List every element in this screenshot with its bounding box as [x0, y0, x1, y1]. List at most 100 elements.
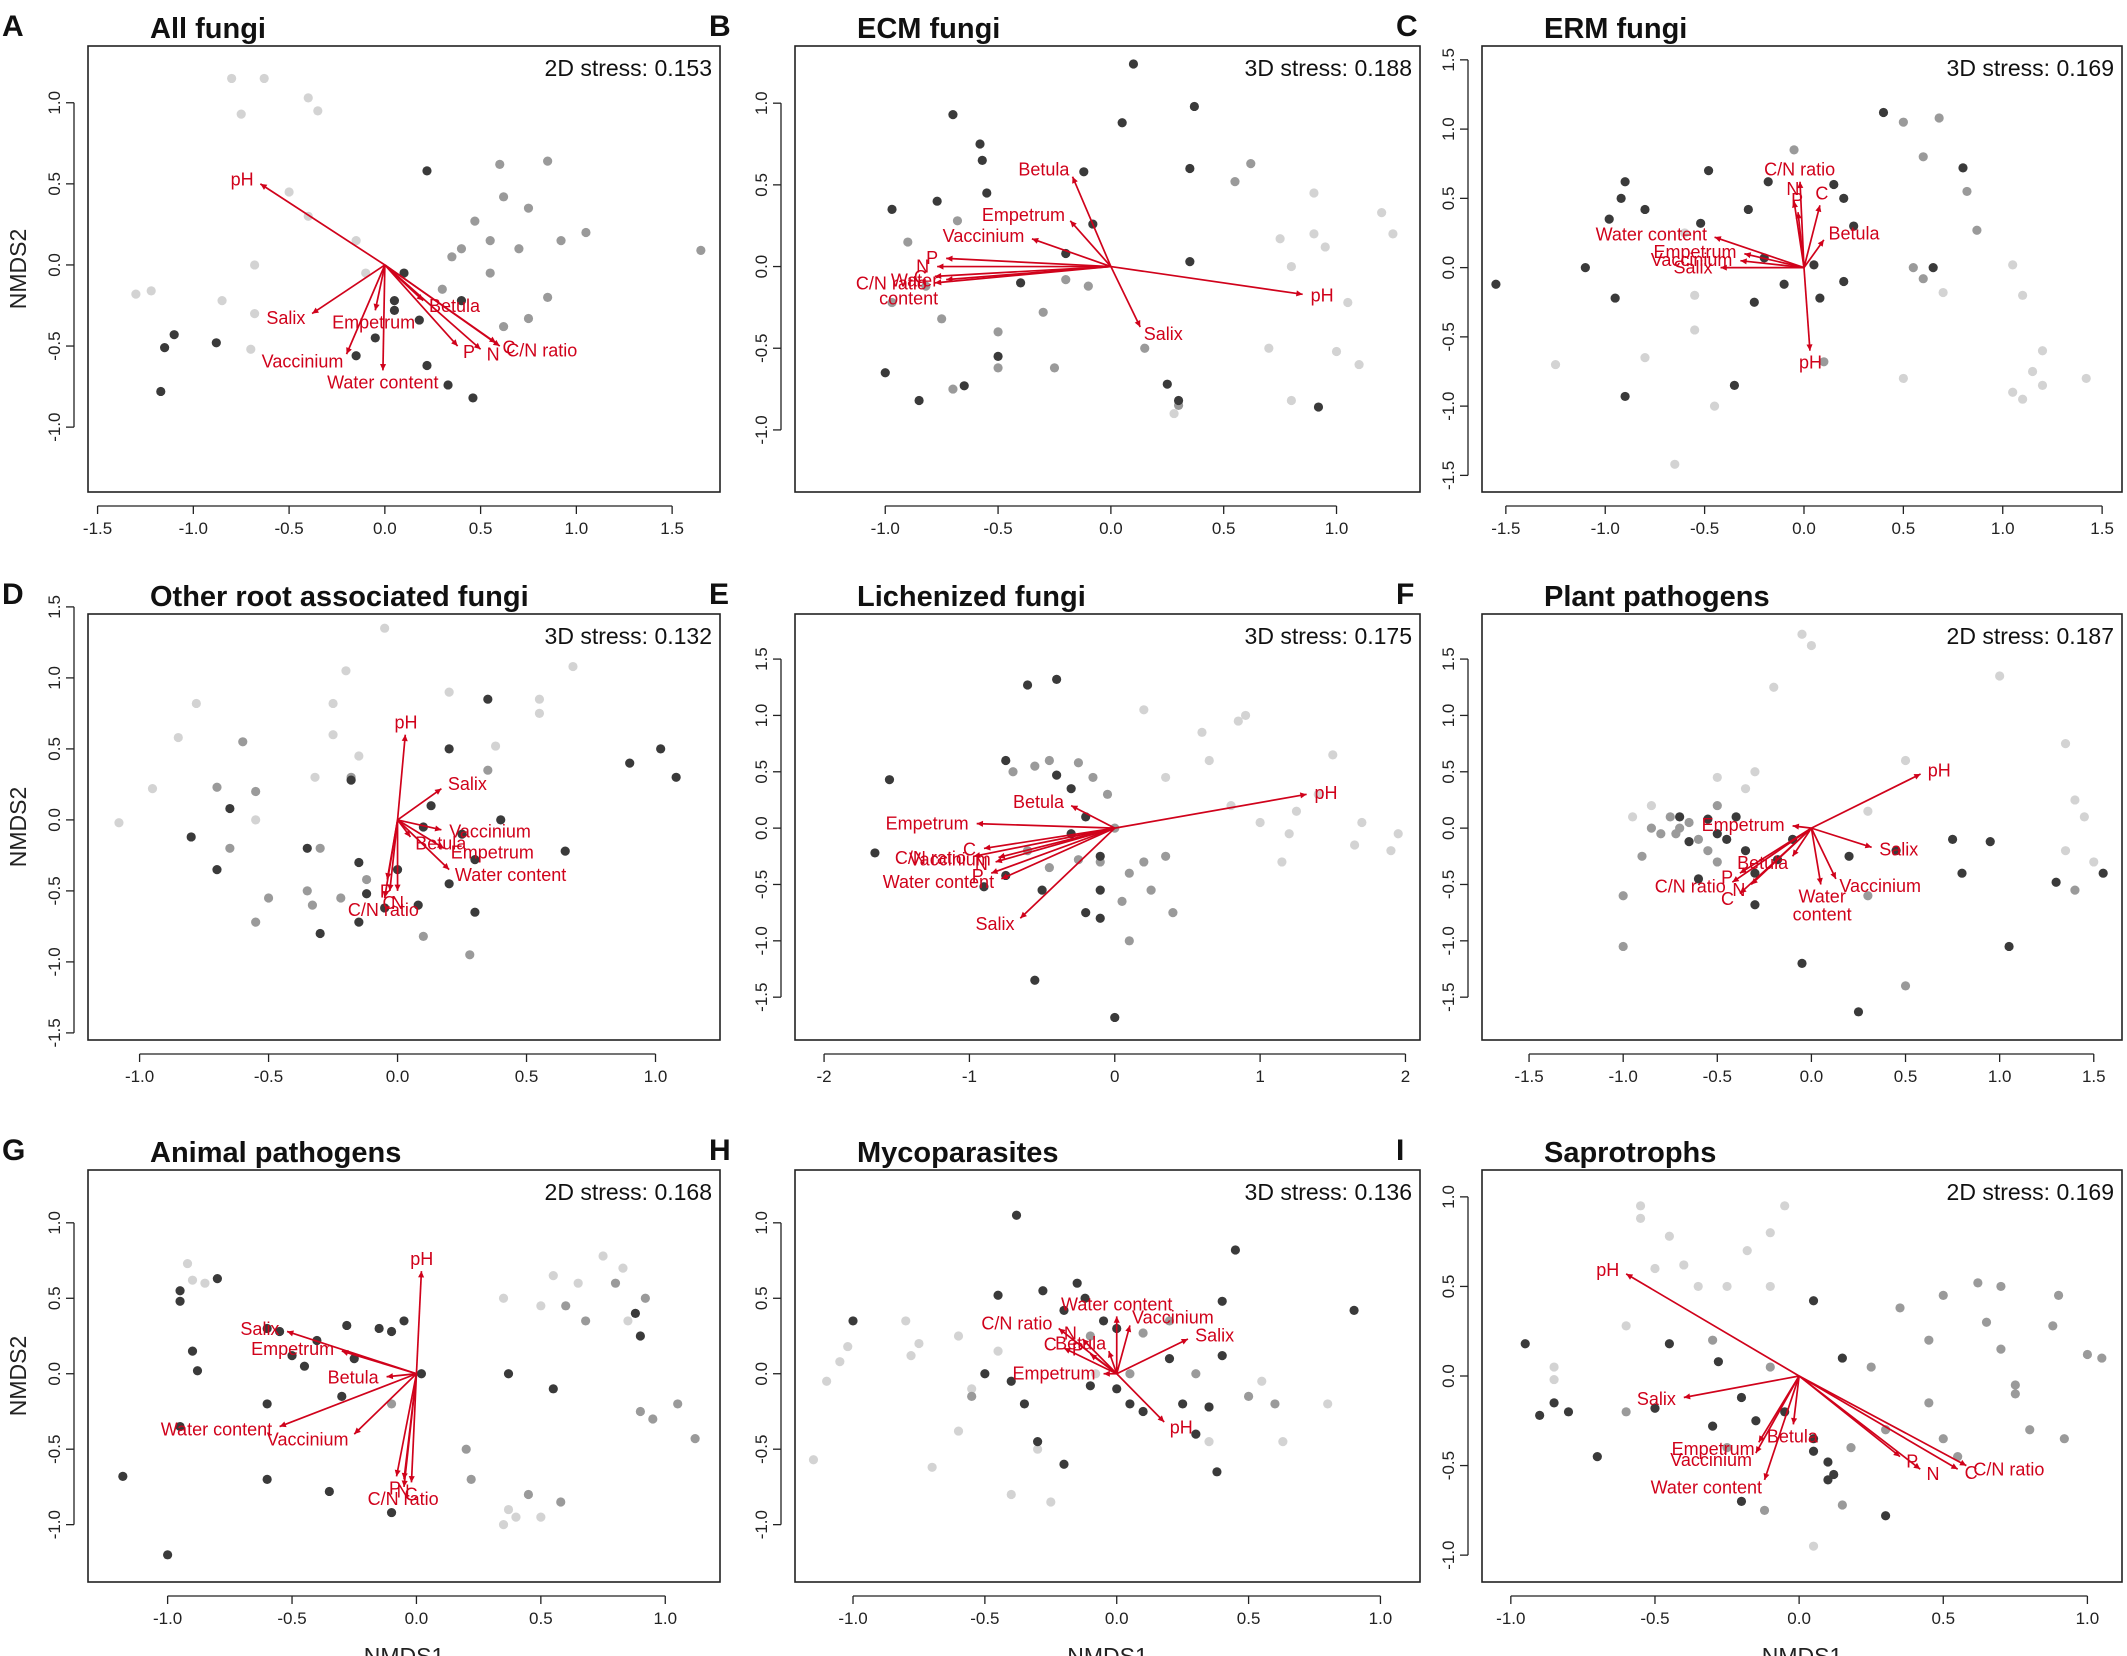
env-vector-head	[1830, 871, 1836, 879]
site-point-dark	[413, 900, 423, 910]
env-vector-head	[418, 1271, 425, 1278]
site-point-dark	[389, 305, 400, 315]
env-vector-head	[1103, 1370, 1110, 1377]
site-point-light	[993, 1346, 1003, 1356]
site-point-dark	[1580, 263, 1590, 273]
site-point-mid	[523, 203, 534, 213]
stress-label: 3D stress: 0.175	[1245, 623, 1412, 649]
site-point-mid	[470, 216, 480, 226]
env-vector-label: Water content	[327, 372, 438, 392]
site-point-mid	[2070, 885, 2080, 895]
x-tick-label: -1.0	[871, 519, 900, 538]
site-point-light	[328, 730, 338, 740]
site-point-dark	[389, 296, 400, 306]
env-vector-label-line: C/N ratio	[348, 900, 419, 920]
site-point-dark	[1729, 380, 1740, 390]
env-vector-head	[1295, 290, 1303, 297]
site-point-dark	[118, 1471, 128, 1481]
site-point-dark	[1650, 1403, 1660, 1413]
site-point-mid	[921, 281, 931, 291]
env-vector-label: Betula	[1018, 159, 1070, 179]
site-point-mid	[1618, 891, 1628, 901]
env-vector-label: pH	[1799, 353, 1822, 373]
site-point-dark	[1059, 1459, 1069, 1469]
env-vector-label-line: N	[487, 345, 500, 365]
env-vector-label: Vaccinium	[1651, 250, 1733, 270]
site-point-dark	[1349, 1305, 1359, 1315]
site-point-dark	[1080, 1293, 1090, 1303]
site-point-mid	[1139, 857, 1149, 867]
env-vector-label-line: C	[914, 267, 927, 287]
env-vector-label: N	[1786, 179, 1799, 199]
site-point-light	[511, 1512, 521, 1522]
env-vector-head	[1817, 239, 1824, 247]
env-vector-arrow	[1110, 266, 1141, 328]
site-point-light	[1033, 1444, 1043, 1454]
stress-label: 2D stress: 0.168	[545, 1179, 712, 1205]
site-point-dark	[1066, 784, 1076, 794]
site-point-dark	[884, 775, 895, 785]
site-point-mid	[952, 216, 963, 226]
site-point-dark	[1763, 177, 1773, 187]
site-point-dark	[1712, 829, 1722, 839]
site-point-light	[187, 1275, 198, 1285]
panel-d: D Other root associated fungi 3D stress: 0…	[2, 578, 721, 1086]
site-point-mid	[581, 1316, 591, 1326]
y-tick-label: -0.5	[752, 870, 771, 899]
site-point-dark	[1829, 1469, 1839, 1480]
env-vector-arrow	[396, 819, 450, 871]
env-vector-label: P	[1072, 1339, 1084, 1359]
env-vector-label: Empetrum	[1013, 1364, 1096, 1384]
site-point-dark	[1839, 193, 1849, 203]
site-point-light	[1323, 1399, 1333, 1409]
site-point-mid	[937, 314, 947, 324]
env-vector-label-line: Vaccinium	[1839, 876, 1921, 896]
site-point-dark	[1230, 1245, 1241, 1255]
site-point-dark	[635, 1331, 645, 1341]
y-tick-label: -0.5	[752, 334, 771, 363]
env-vector-head	[1134, 319, 1141, 327]
site-point-light	[1320, 242, 1330, 252]
y-tick-label: -0.5	[45, 331, 64, 360]
env-vector-label-line: Water content	[883, 872, 994, 892]
site-point-mid	[2025, 1425, 2035, 1435]
site-point-dark	[1881, 1511, 1891, 1521]
site-point-dark	[1708, 1421, 1718, 1431]
env-vector-label: Betula	[328, 1368, 380, 1388]
env-vector-head	[1913, 1462, 1921, 1470]
site-point-light	[173, 732, 183, 743]
x-tick-label: -0.5	[1703, 1067, 1732, 1086]
env-vector-label: Vaccinium	[909, 849, 991, 869]
y-tick-label: -1.5	[1439, 983, 1458, 1012]
env-vector-label-line: Vaccinium	[267, 1430, 349, 1450]
env-vector-label: Empetrum	[1672, 1439, 1755, 1459]
env-vector-label: Empetrum	[251, 1339, 334, 1359]
site-point-dark	[1779, 279, 1789, 289]
env-vector-label: C	[405, 1484, 418, 1504]
site-point-mid	[635, 1406, 645, 1417]
env-vector-head	[1180, 1339, 1188, 1345]
site-point-mid	[967, 1391, 977, 1401]
site-point-dark	[630, 1308, 641, 1318]
x-tick-label: -0.5	[983, 519, 1012, 538]
env-vector-head	[1063, 1348, 1071, 1354]
env-vector-label: C/N ratio	[981, 1314, 1052, 1334]
site-point-dark	[299, 1361, 310, 1371]
env-vector-label: Betula	[1055, 1334, 1107, 1354]
env-vector-arrow	[403, 1373, 418, 1488]
site-point-dark	[1563, 1407, 1574, 1417]
site-point-light	[1690, 325, 1700, 335]
x-tick-label: -1.0	[179, 519, 208, 538]
site-point-dark	[982, 188, 992, 198]
env-vector-head	[287, 1330, 294, 1337]
env-vector-label-line: Water	[891, 270, 938, 290]
y-tick-label: 0.0	[45, 1362, 64, 1386]
site-point-dark	[1844, 851, 1854, 861]
x-tick-label: -2	[817, 1067, 832, 1086]
site-point-dark	[1313, 402, 1324, 412]
env-vector-arrow	[415, 1271, 423, 1374]
env-vector-label: N	[1927, 1464, 1940, 1484]
site-point-light	[534, 708, 545, 719]
site-point-dark	[1173, 395, 1184, 406]
env-vector-head	[1157, 1415, 1165, 1423]
